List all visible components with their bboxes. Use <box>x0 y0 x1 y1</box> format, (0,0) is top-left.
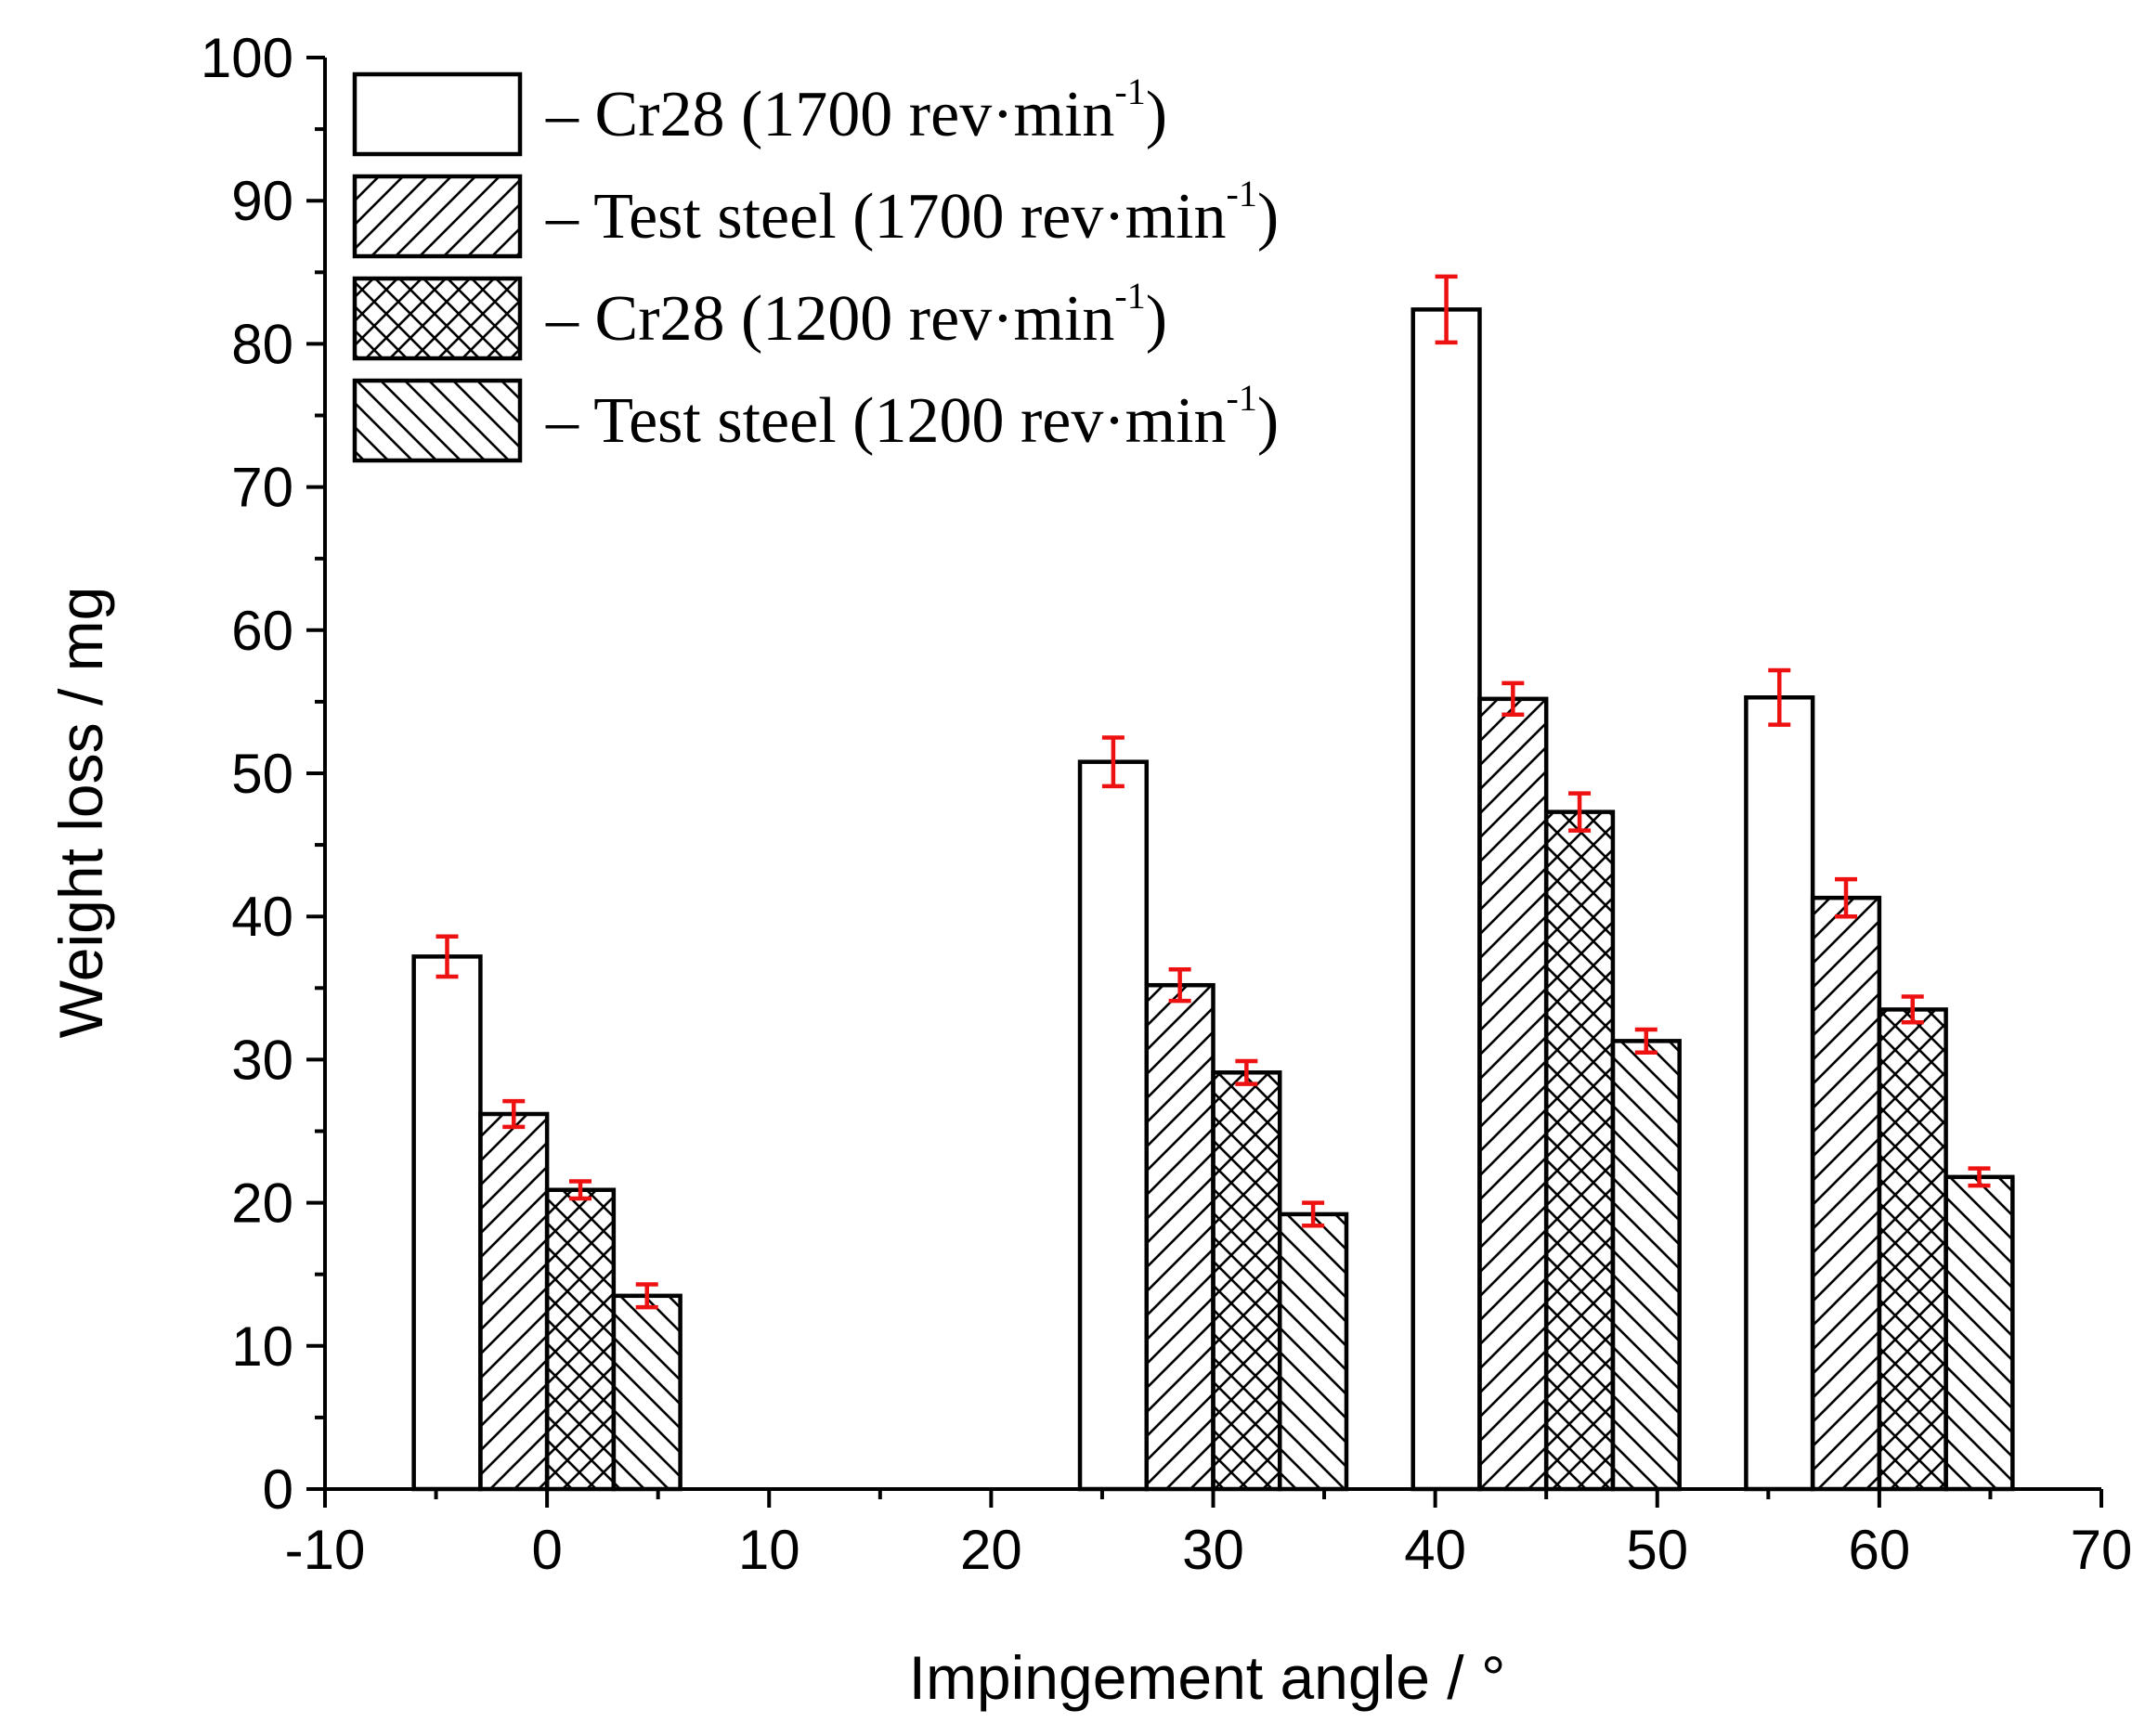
bar-s1-45 <box>1410 307 1482 1492</box>
y-tick-label: 0 <box>263 1458 293 1521</box>
y-tick-label: 40 <box>231 886 293 948</box>
bar-s3-45 <box>1543 810 1616 1492</box>
bar-s2-30 <box>1144 982 1216 1492</box>
error-bar-s3-30 <box>1235 1058 1258 1086</box>
error-bar-s3-45 <box>1568 791 1592 833</box>
y-tick-label: 70 <box>231 457 293 519</box>
error-bar-s2-45 <box>1502 680 1525 718</box>
legend-item-4: – Test steel (1200 rev·min-1) <box>352 377 1279 463</box>
legend-label: – Cr28 (1700 rev·min-1) <box>545 71 1167 150</box>
bar-s2-0 <box>478 1111 550 1492</box>
error-bar-s1-45 <box>1435 274 1458 345</box>
error-bar-s3-60 <box>1901 994 1924 1025</box>
bar-s1-0 <box>411 954 483 1492</box>
y-tick-label: 50 <box>231 743 293 805</box>
y-tick-label: 100 <box>201 27 293 89</box>
y-tick-label: 20 <box>231 1172 293 1235</box>
x-tick-label: 30 <box>1182 1519 1244 1581</box>
x-tick-label: 60 <box>1849 1519 1911 1581</box>
y-tick-label: 60 <box>231 600 293 662</box>
x-tick-label: 40 <box>1404 1519 1466 1581</box>
y-tick-label: 10 <box>231 1315 293 1378</box>
x-axis-title: Impingement angle / ° <box>909 1643 1506 1712</box>
error-bar-s4-0 <box>635 1282 658 1310</box>
legend-label: – Test steel (1200 rev·min-1) <box>545 377 1279 457</box>
bar-s2-45 <box>1477 696 1549 1492</box>
x-tick-label: 70 <box>2071 1519 2133 1581</box>
legend-swatch <box>352 71 523 157</box>
legend-item-2: – Test steel (1700 rev·min-1) <box>352 173 1279 259</box>
x-tick-label: 50 <box>1626 1519 1688 1581</box>
bar-s3-60 <box>1877 1007 1948 1492</box>
bar-s4-0 <box>611 1293 682 1492</box>
legend-label: – Cr28 (1200 rev·min-1) <box>545 275 1167 355</box>
legend-swatch <box>352 276 523 361</box>
x-tick-label: 0 <box>531 1519 562 1581</box>
x-tick-label: 20 <box>960 1519 1022 1581</box>
y-tick-label: 30 <box>231 1029 293 1091</box>
legend-item-1: – Cr28 (1700 rev·min-1) <box>352 71 1167 157</box>
bar-s1-60 <box>1744 695 1815 1492</box>
error-bar-s2-60 <box>1835 876 1858 919</box>
bar-s2-60 <box>1810 895 1882 1492</box>
error-bar-s3-0 <box>568 1179 592 1201</box>
x-tick-label: -10 <box>285 1519 366 1581</box>
y-tick-label: 90 <box>231 170 293 232</box>
error-bar-s4-45 <box>1634 1027 1658 1055</box>
bar-s3-30 <box>1211 1070 1282 1492</box>
error-bar-s1-0 <box>436 934 459 979</box>
error-bar-s2-30 <box>1168 967 1191 1004</box>
error-bar-s1-60 <box>1768 667 1791 727</box>
bar-s1-30 <box>1077 759 1150 1492</box>
error-bar-s2-0 <box>502 1098 526 1130</box>
bar-s4-60 <box>1944 1174 2015 1492</box>
bar-s3-0 <box>544 1187 617 1492</box>
legend-swatch <box>352 378 523 463</box>
y-axis-title: Weight loss / mg <box>46 587 115 1039</box>
error-bar-s1-30 <box>1101 735 1124 789</box>
legend-item-3: – Cr28 (1200 rev·min-1) <box>352 275 1167 361</box>
x-tick-label: 10 <box>738 1519 800 1581</box>
error-bar-s4-30 <box>1302 1200 1325 1228</box>
y-tick-label: 80 <box>231 313 293 375</box>
bar-s4-30 <box>1277 1211 1349 1492</box>
error-bar-s4-60 <box>1968 1166 1991 1188</box>
legend-swatch <box>352 174 523 259</box>
bar-s4-45 <box>1610 1039 1682 1492</box>
legend-label: – Test steel (1700 rev·min-1) <box>545 173 1279 253</box>
